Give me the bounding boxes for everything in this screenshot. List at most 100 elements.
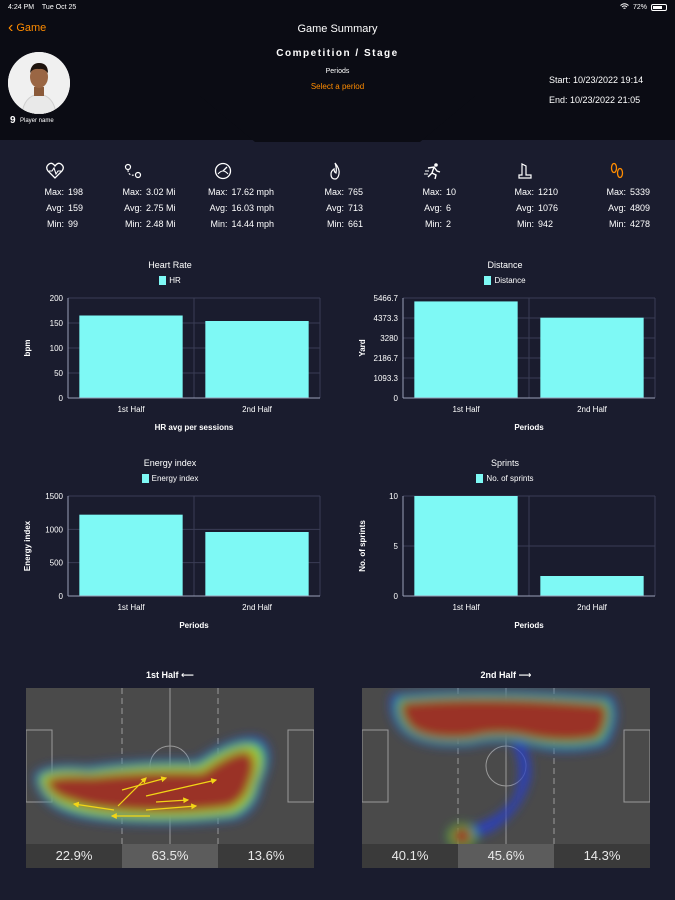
heatmap-1st-half-title: 1st Half ⟵	[146, 670, 194, 680]
bar-chart-plot: 0 5 10 1st Half 2nd Half Periods No. of sprint…	[358, 492, 656, 630]
stat-label: Max:	[422, 187, 442, 197]
x-tick-label: 1st Half	[452, 405, 480, 414]
stat-label: Avg:	[424, 203, 442, 213]
stat-max: Max: 3.02 Mi	[114, 184, 184, 200]
back-button[interactable]: ‹ Game	[8, 20, 46, 36]
x-axis-title: Periods	[514, 621, 544, 630]
jump-icon	[518, 163, 532, 179]
stat-value: 2	[446, 219, 452, 229]
y-tick-label: 4373.3	[374, 314, 399, 323]
start-time: Start: 10/23/2022 19:14	[549, 75, 644, 85]
legend-swatch	[141, 474, 149, 484]
heatmap-2nd-half[interactable]	[362, 688, 650, 868]
stat-avg: Avg: 6	[414, 200, 484, 216]
y-tick-label: 500	[50, 559, 64, 568]
bar-1	[79, 514, 183, 596]
stat-max: Max: 198	[36, 184, 106, 200]
heat-zones	[34, 736, 270, 825]
select-period-button[interactable]: Select a period	[310, 82, 365, 91]
battery-percent: 72%	[632, 3, 647, 11]
stat-min: Min: 99	[36, 216, 106, 232]
stat-value: 159	[68, 203, 84, 213]
stat-column: Max: 3.02 Mi Avg: 2.75 Mi Min: 2.48 Mi	[114, 162, 184, 232]
zone-percentages-2nd-half: 40.1% 45.6% 14.3%	[362, 844, 650, 868]
stat-avg: Avg: 159	[36, 200, 106, 216]
stat-min: Min: 2	[414, 216, 484, 232]
stat-max: Max: 17.62 mph	[204, 184, 274, 200]
zone-left-bg	[26, 844, 122, 868]
chart-legend[interactable]: HR	[10, 276, 330, 286]
stat-max: Max: 5339	[598, 184, 668, 200]
movement-arrows	[72, 776, 218, 819]
nav-bar: ‹ Game Game Summary	[0, 14, 675, 44]
chart-legend[interactable]: Energy index	[10, 474, 330, 484]
stat-min: Min: 942	[506, 216, 576, 232]
player-photo	[8, 52, 70, 114]
stat-min: Min: 14.44 mph	[204, 216, 274, 232]
chart-legend[interactable]: No. of sprints	[345, 474, 665, 484]
y-axis-title: Yard	[358, 339, 367, 356]
stat-label: Max:	[207, 187, 228, 197]
stat-label: Max:	[606, 187, 626, 197]
heatmap-2nd-half-title: 2nd Half ⟶	[480, 670, 532, 680]
chart-title: Energy index	[143, 458, 197, 468]
zone-middle-bg	[458, 844, 554, 868]
bar-2	[205, 532, 309, 596]
y-tick-label: 5	[394, 542, 399, 551]
distance-icon	[124, 163, 142, 179]
x-tick-label: 2nd Half	[242, 405, 273, 414]
x-axis-title: Periods	[514, 423, 544, 432]
zone-percentages-1st-half: 22.9% 63.5% 13.6%	[26, 844, 314, 868]
zone-percent-left: 40.1%	[391, 848, 429, 863]
bar-1	[79, 315, 183, 398]
stat-value: 99	[68, 219, 79, 229]
zone-percent-right: 13.6%	[247, 848, 285, 863]
status-time: 4:24 PM	[8, 3, 35, 11]
legend-label: Distance	[494, 276, 526, 285]
speed-icon	[214, 162, 232, 180]
legend-swatch	[484, 276, 492, 286]
y-tick-label: 10	[389, 492, 398, 501]
y-tick-label: 3280	[380, 334, 398, 343]
sprints-chart: Sprints No. of sprints 0 5 10 1st Half 2nd Hal…	[345, 458, 665, 638]
stat-value: 17.62 mph	[231, 187, 274, 197]
bar-chart-plot: 0 500 1000 1500 1st Half 2nd Half Periods Energ…	[23, 492, 321, 630]
stat-avg: Avg: 4809	[598, 200, 668, 216]
stat-value: 16.03 mph	[231, 203, 274, 213]
legend-label: HR	[169, 276, 181, 285]
y-tick-label: 0	[59, 394, 64, 403]
bar-chart-plot: 0 50 100 150 200 1st Half 2nd Half HR avg per s…	[23, 294, 321, 432]
legend-swatch	[159, 276, 167, 286]
stat-avg: Avg: 2.75 Mi	[114, 200, 184, 216]
y-tick-label: 1093.3	[374, 374, 399, 383]
y-tick-label: 150	[50, 319, 64, 328]
stat-value: 6	[446, 203, 452, 213]
zone-percent-right: 14.3%	[583, 848, 621, 863]
heatmap-1st-half[interactable]	[26, 688, 314, 868]
y-tick-label: 5466.7	[374, 294, 399, 303]
battery-icon	[651, 3, 667, 11]
y-tick-label: 1500	[45, 492, 63, 501]
x-tick-label: 2nd Half	[242, 603, 273, 612]
stat-max: Max: 10	[414, 184, 484, 200]
stat-avg: Avg: 713	[316, 200, 386, 216]
stat-value: 1076	[538, 203, 559, 213]
stat-value: 4278	[630, 219, 651, 229]
chart-legend[interactable]: Distance	[345, 276, 665, 286]
x-axis-title: Periods	[179, 621, 209, 630]
stat-label: Avg:	[124, 203, 142, 213]
x-tick-label: 1st Half	[117, 405, 145, 414]
avatar[interactable]	[8, 52, 70, 114]
stat-value: 14.44 mph	[231, 219, 274, 229]
zone-right-bg	[218, 844, 314, 868]
zone-right-bg	[554, 844, 650, 868]
y-tick-label: 0	[394, 592, 399, 601]
energy-icon	[330, 162, 340, 180]
stat-label: Min:	[608, 219, 626, 229]
y-tick-label: 50	[54, 369, 63, 378]
competition-stage[interactable]: Competition / Stage	[276, 48, 399, 59]
stat-value: 2.48 Mi	[146, 219, 176, 229]
stat-label: Min:	[516, 219, 534, 229]
bar-2	[540, 317, 644, 398]
stat-label: Avg:	[326, 203, 344, 213]
